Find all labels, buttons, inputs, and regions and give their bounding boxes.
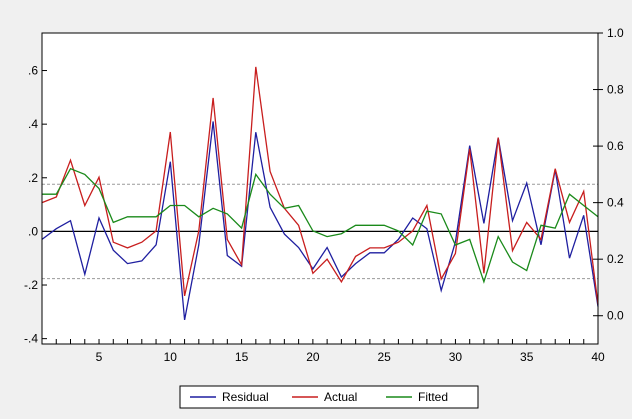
series-line-fitted (42, 167, 599, 284)
right-axis: 1.0 0.8 0.6 0.4 0.2 0.0 (593, 26, 624, 323)
right-axis-tick-label: 0.4 (607, 196, 624, 210)
left-axis-tick-label: .0 (28, 224, 38, 238)
right-axis-tick-label: 0.0 (607, 309, 624, 323)
left-axis-tick-label: .6 (28, 64, 38, 78)
series-line-residual (41, 121, 599, 321)
left-axis: .6 .4 .2 .0 -.2 -.4 (24, 64, 47, 346)
x-axis-tick-label: 5 (96, 350, 103, 364)
left-axis-tick-label: -.4 (24, 332, 38, 346)
x-axis: 5 10 15 20 25 30 35 40 (41, 339, 605, 364)
series-line-actual (41, 66, 599, 305)
right-axis-tick-label: 0.2 (607, 252, 624, 266)
legend-label-residual: Residual (222, 390, 269, 404)
x-axis-tick-label: 25 (377, 350, 391, 364)
x-axis-tick-label: 40 (591, 350, 605, 364)
residual-bands (42, 183, 598, 280)
x-axis-tick-label: 10 (164, 350, 178, 364)
x-axis-tick-label: 30 (449, 350, 463, 364)
x-axis-tick-label: 35 (520, 350, 534, 364)
plot-frame (41, 32, 599, 345)
legend-box (179, 385, 479, 409)
legend-label-fitted: Fitted (418, 390, 448, 404)
right-axis-tick-label: 0.6 (607, 139, 624, 153)
right-axis-tick-label: 0.8 (607, 83, 624, 97)
plot-area (42, 33, 598, 344)
left-axis-tick-label: .2 (28, 171, 38, 185)
right-axis-tick-label: 1.0 (607, 26, 624, 40)
left-axis-tick-label: .4 (28, 117, 38, 131)
x-axis-tick-label: 15 (235, 350, 249, 364)
legend: Residual Actual Fitted (179, 385, 479, 409)
x-axis-tick-label: 20 (306, 350, 320, 364)
left-axis-tick-label: -.2 (24, 278, 38, 292)
legend-label-actual: Actual (324, 390, 357, 404)
series-layer (41, 66, 599, 321)
